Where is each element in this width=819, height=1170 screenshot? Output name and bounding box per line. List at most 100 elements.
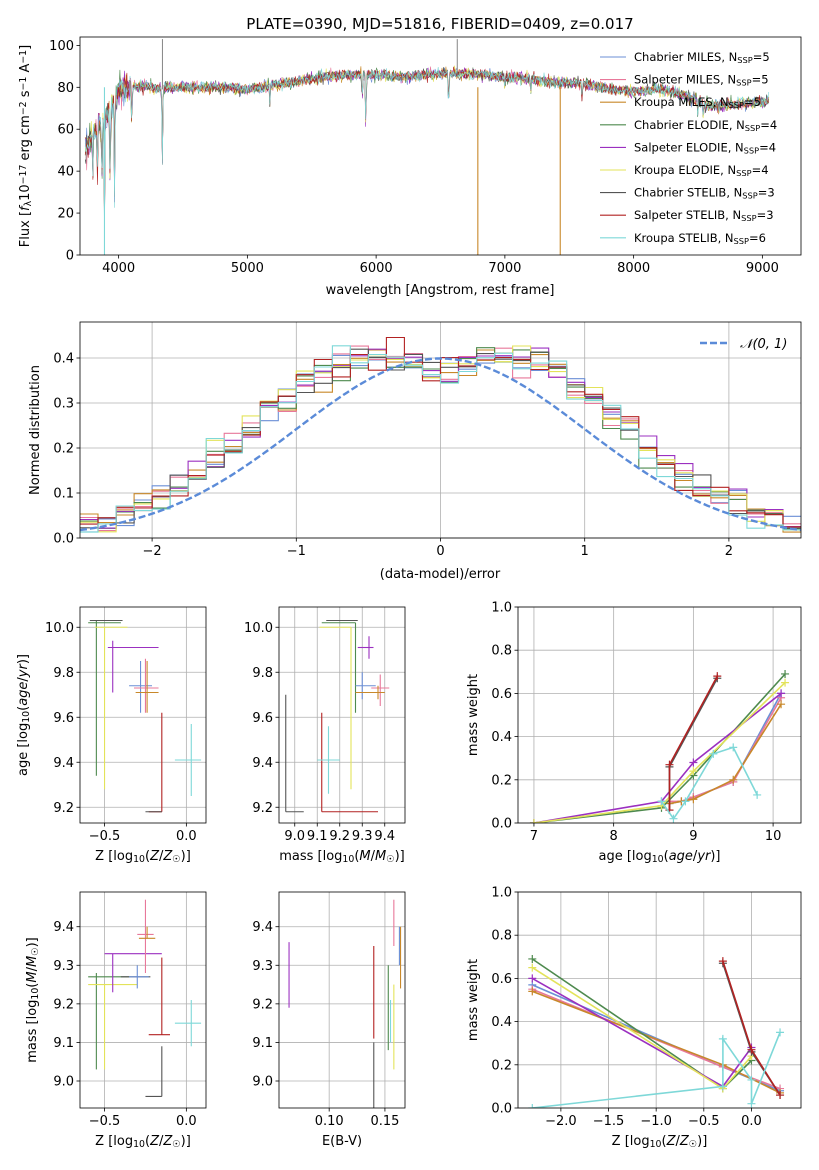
y-tick-label: 10.0 [244,621,273,636]
legend-entry: Chabrier MILES, NSSP=5 [634,50,770,65]
plot-area [288,899,402,1108]
legend-entry: 𝒩(0, 1) [740,337,787,352]
legend-entry: Kroupa STELIB, NSSP=6 [634,231,766,246]
x-tick-label: 8000 [617,261,650,276]
y-tick-label: 9.6 [252,711,273,726]
legend-entry: Chabrier ELODIE, NSSP=4 [634,118,777,133]
x-tick-label: 0.0 [176,1114,197,1129]
y-tick-label: 9.6 [53,711,74,726]
x-tick-label: 5000 [231,261,264,276]
axes-frame: 9.0 9.1 9.2 9.3 9.49.29.49.69.810.0 [244,606,406,844]
axes-frame: −2.0 −1.5 −1.0 −0.5 0.0 0.0 0.2 0.4 0.6 0.8 1.0 [491,886,802,1129]
x-tick-label: 9 [689,829,697,844]
weight-point-marker [665,760,674,769]
y-tick-label: 0.8 [491,644,512,659]
chart-mass-vs-EBV: 0.10 0.15 9.0 9.1 9.2 9.3 9.4 E(B-V) [252,891,406,1149]
x-tick-label: 9.3 [352,829,373,844]
y-tick-label: 9.1 [53,1036,74,1051]
y-tick-label: 1.0 [491,601,512,616]
chart-spectrum: 4000 5000 6000 7000 8000 9000 0 20 40 60 80 100 PLAT… [18,15,802,298]
legend-entry: Salpeter ELODIE, NSSP=4 [634,140,776,155]
errorbar-point [355,672,376,700]
errorbar-point [357,636,374,659]
x-tick-label: 9.2 [329,829,350,844]
weight-series-line [533,682,786,823]
plot-area [528,954,785,1108]
x-tick-label: −1 [287,544,306,559]
axes-border [278,606,406,824]
weight-point-marker [681,797,690,806]
chart-weight-vs-Z: −2.0 −1.5 −1.0 −0.5 0.0 0.0 0.2 0.4 0.6 0.8 1.0 Z [… [466,886,802,1150]
y-tick-label: 40 [57,165,74,180]
x-tick-label: −0.5 [688,1114,720,1129]
chart-age-vs-Z: −0.5 0.0 9.2 9.4 9.6 9.8 10.0 Z [log10(Z/Z☉)] ag… [16,606,207,865]
x-tick-label: 1 [581,544,589,559]
normal-curve [80,357,801,532]
x-tick-label: 7 [530,829,538,844]
x-tick-label: −1.5 [593,1114,625,1129]
y-tick-label: 9.4 [53,920,74,935]
weight-point-marker [776,1028,785,1037]
weight-point-marker [713,672,722,681]
weight-series-line [669,693,782,805]
legend: Chabrier MILES, NSSP=5 Salpeter MILES, NS… [600,50,777,246]
errorbar-point [129,661,152,713]
axes-frame: 7 8 9 10 0.0 0.2 0.4 0.6 0.8 1.0 [491,601,802,844]
y-tick-label: 0.0 [491,817,512,832]
y-tick-label: 0.4 [53,352,74,367]
errorbar-point [148,957,170,1036]
legend-entry: Kroupa MILES, NSSP=5 [634,95,761,110]
weight-point-marker [689,795,698,804]
y-tick-label: 0.1 [53,487,74,502]
chart-weight-vs-age: 7 8 9 10 0.0 0.2 0.4 0.6 0.8 1.0 age [log10(age/yr… [466,601,802,865]
weight-point-marker [718,1034,727,1043]
legend: 𝒩(0, 1) [700,337,787,352]
y-tick-label: 9.2 [53,801,74,816]
y-tick-label: 0.2 [491,773,512,788]
x-tick-label: 10 [765,829,782,844]
axes-border [79,891,207,1109]
axes-frame: −0.5 0.0 9.0 9.1 9.2 9.3 9.4 [53,891,207,1129]
weight-point-marker [781,678,790,687]
weight-point-marker [669,814,678,823]
x-tick-label: 9.4 [374,829,395,844]
weight-series-line [660,746,758,821]
x-tick-label: −0.5 [89,829,121,844]
axes-border [517,606,802,824]
y-tick-label: 9.3 [53,959,74,974]
x-tick-label: 6000 [360,261,393,276]
y-tick-label: 9.2 [252,801,273,816]
y-tick-label: 0.2 [491,1058,512,1073]
axes-border [79,606,207,824]
plot-area [88,899,202,1097]
y-tick-label: 0.4 [491,730,512,745]
axes-border [79,36,802,256]
errorbar-point [371,674,390,706]
axes-frame: −2 −1 0 1 2 0.0 0.1 0.2 0.3 0.4 [53,321,802,559]
weight-point-marker [709,749,718,758]
x-axis-label: mass [log10(M/M☉)] [279,849,405,865]
x-axis-label: E(B-V) [322,1134,362,1149]
x-tick-label: 0.15 [370,1114,399,1129]
x-tick-label: −2.0 [545,1114,577,1129]
weight-point-marker [747,1099,756,1108]
weight-point-marker [729,775,738,784]
weight-point-marker [528,963,537,972]
y-tick-label: 9.4 [252,756,273,771]
weight-point-marker [718,957,727,966]
y-tick-label: 0.0 [53,532,74,547]
y-axis-label: mass weight [466,674,481,756]
x-tick-label: 9.0 [284,829,305,844]
x-tick-label: 0.10 [315,1114,344,1129]
y-tick-label: 60 [57,123,74,138]
weight-point-marker [528,954,537,963]
axes-frame: −0.5 0.0 9.2 9.4 9.6 9.8 10.0 [45,606,207,844]
y-tick-label: 9.8 [53,666,74,681]
errorbar-point [137,899,154,973]
weight-series-line [533,692,782,823]
axes-frame: 0.10 0.15 9.0 9.1 9.2 9.3 9.4 [252,891,406,1129]
weight-point-marker [747,1075,756,1084]
errorbar-point [138,926,156,939]
y-axis-label: mass weight [466,959,481,1041]
x-tick-label: −1.0 [640,1114,672,1129]
